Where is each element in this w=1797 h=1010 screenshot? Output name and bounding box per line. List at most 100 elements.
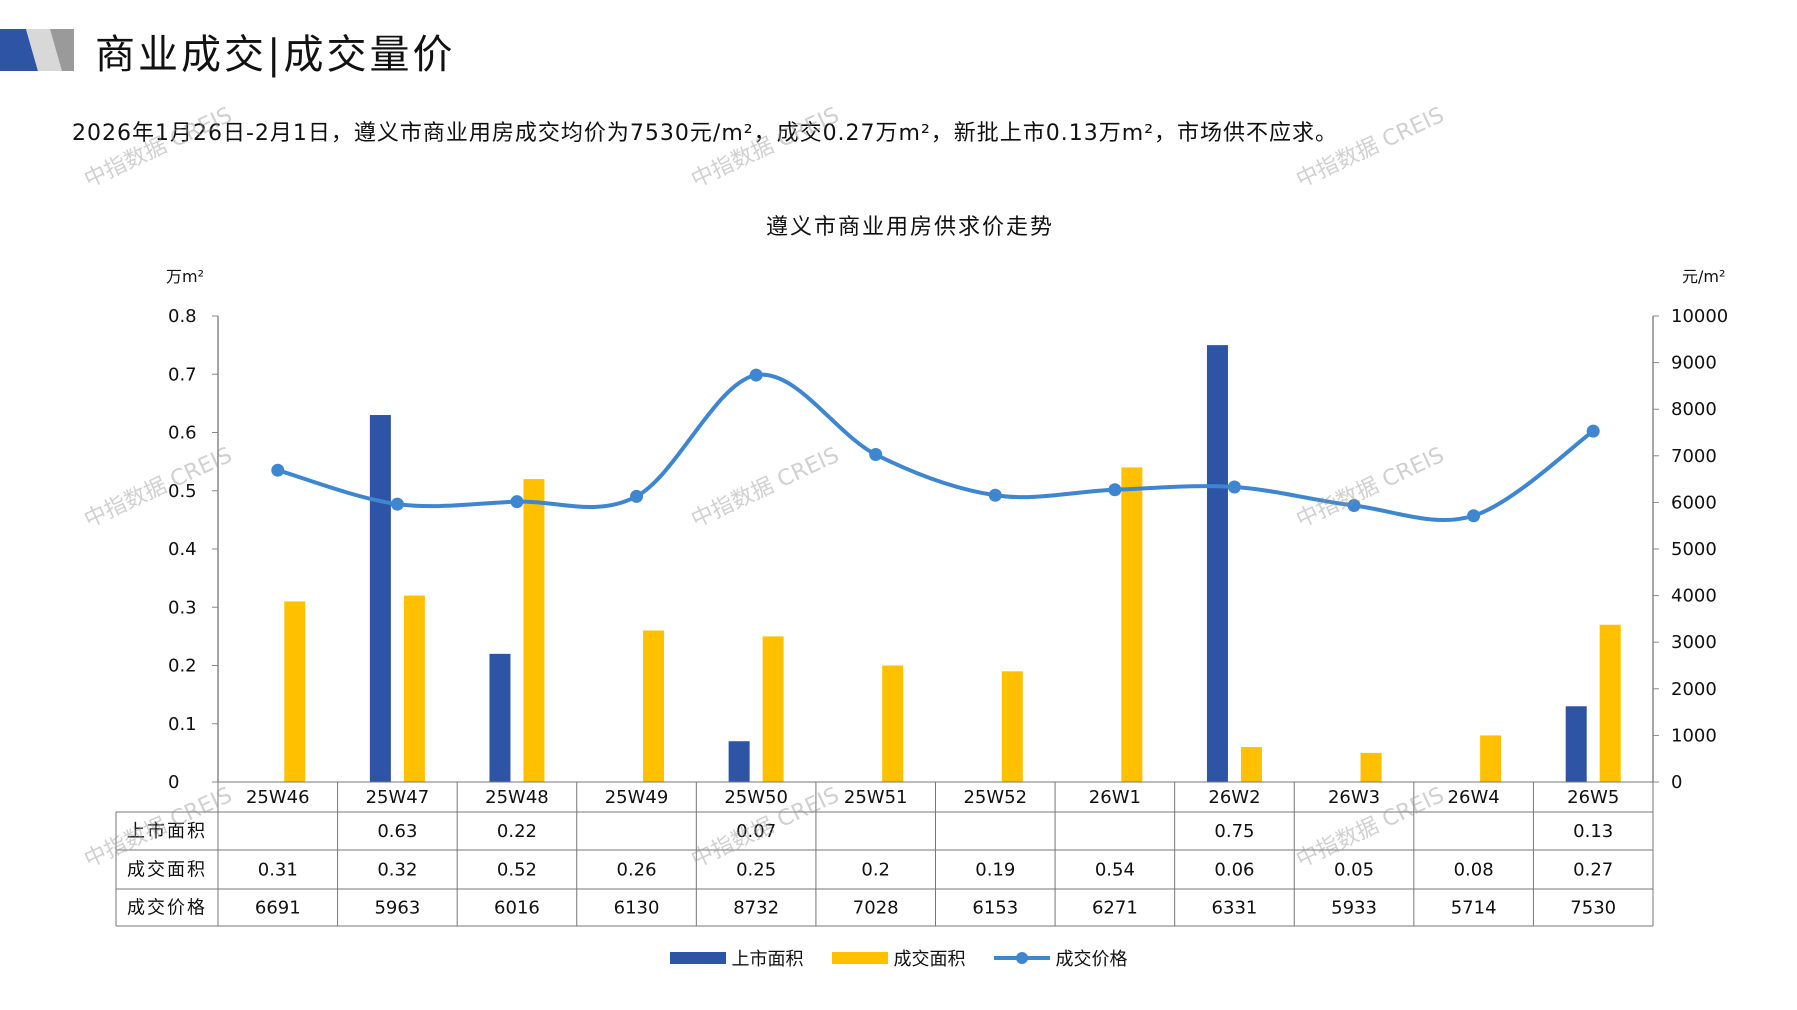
price-point bbox=[1347, 499, 1361, 513]
x-category-label: 25W52 bbox=[963, 787, 1027, 808]
bar-deal-area bbox=[1599, 624, 1621, 782]
left-tick-label: 0.8 bbox=[168, 306, 197, 327]
left-tick-label: 0 bbox=[168, 772, 179, 793]
table-cell: 6153 bbox=[972, 898, 1018, 919]
bar-supply bbox=[1206, 345, 1228, 782]
table-cell: 0.75 bbox=[1214, 821, 1254, 842]
table-cell: 0.05 bbox=[1334, 860, 1374, 881]
page-title: 商业成交|成交量价 bbox=[95, 32, 456, 78]
bar-deal-area bbox=[1480, 735, 1502, 782]
x-category-label: 25W51 bbox=[844, 787, 908, 808]
bar-deal-area bbox=[762, 636, 784, 782]
x-category-label: 25W47 bbox=[366, 787, 430, 808]
bar-supply bbox=[1565, 706, 1587, 782]
right-tick-label: 5000 bbox=[1671, 539, 1717, 560]
x-category-label: 25W46 bbox=[246, 787, 310, 808]
right-tick-label: 7000 bbox=[1671, 446, 1717, 467]
table-cell: 0.52 bbox=[497, 860, 537, 881]
table-cell: 7530 bbox=[1570, 898, 1616, 919]
left-tick-label: 0.7 bbox=[168, 364, 197, 385]
legend-label: 上市面积 bbox=[731, 949, 804, 970]
table-cell: 6016 bbox=[494, 898, 540, 919]
bar-deal-area bbox=[1001, 671, 1023, 782]
table-cell: 0.08 bbox=[1454, 860, 1494, 881]
right-tick-label: 9000 bbox=[1671, 353, 1717, 374]
table-cell: 6130 bbox=[614, 898, 660, 919]
price-point bbox=[271, 463, 285, 477]
bar-deal-area bbox=[284, 601, 306, 782]
left-tick-label: 0.4 bbox=[168, 539, 197, 560]
legend-item-price: 成交价格 bbox=[993, 945, 1128, 971]
legend-swatch-price bbox=[993, 952, 1050, 964]
right-tick-label: 4000 bbox=[1671, 586, 1717, 607]
table-cell: 0.26 bbox=[617, 860, 657, 881]
table-cell: 0.2 bbox=[861, 860, 890, 881]
table-cell: 0.54 bbox=[1095, 860, 1135, 881]
x-category-label: 26W3 bbox=[1328, 787, 1380, 808]
right-tick-label: 10000 bbox=[1671, 306, 1728, 327]
table-cell: 5714 bbox=[1451, 898, 1497, 919]
price-line bbox=[277, 372, 1595, 523]
table-row-header: 上市面积 bbox=[127, 821, 207, 842]
table-cell: 6691 bbox=[255, 898, 301, 919]
legend-swatch-supply bbox=[669, 952, 726, 964]
legend-label: 成交价格 bbox=[1055, 949, 1128, 970]
price-point bbox=[749, 368, 763, 382]
right-tick-label: 8000 bbox=[1671, 399, 1717, 420]
table-cell: 0.19 bbox=[975, 860, 1015, 881]
table-cell: 0.07 bbox=[736, 821, 776, 842]
legend-label: 成交面积 bbox=[893, 949, 966, 970]
table-cell: 0.13 bbox=[1573, 821, 1613, 842]
header-logo bbox=[0, 29, 74, 71]
price-point bbox=[869, 447, 883, 461]
table-cell: 0.32 bbox=[377, 860, 417, 881]
table-cell: 0.27 bbox=[1573, 860, 1613, 881]
table-row-header: 成交价格 bbox=[127, 898, 207, 919]
price-point bbox=[510, 495, 524, 509]
right-axis-unit: 元/m² bbox=[1682, 267, 1725, 286]
bar-deal-area bbox=[1121, 467, 1143, 782]
table-cell: 7028 bbox=[853, 898, 899, 919]
x-category-label: 26W1 bbox=[1089, 787, 1141, 808]
price-point bbox=[1227, 480, 1241, 494]
table-cell: 6331 bbox=[1212, 898, 1258, 919]
table-cell: 0.22 bbox=[497, 821, 537, 842]
bar-deal-area bbox=[882, 665, 904, 782]
price-point bbox=[390, 497, 404, 511]
bar-supply bbox=[728, 741, 750, 782]
x-category-label: 25W49 bbox=[605, 787, 669, 808]
legend-item-deal-area: 成交面积 bbox=[831, 945, 966, 971]
right-tick-label: 3000 bbox=[1671, 632, 1717, 653]
table-cell: 0.31 bbox=[258, 860, 298, 881]
chart-title: 遵义市商业用房供求价走势 bbox=[766, 215, 1054, 240]
price-point bbox=[1586, 424, 1600, 438]
table-cell: 0.63 bbox=[377, 821, 417, 842]
bar-supply bbox=[489, 653, 511, 782]
x-category-label: 25W50 bbox=[724, 787, 788, 808]
left-tick-label: 0.3 bbox=[168, 597, 197, 618]
left-tick-label: 0.6 bbox=[168, 423, 197, 444]
price-point bbox=[988, 488, 1002, 502]
left-tick-label: 0.5 bbox=[168, 481, 197, 502]
left-tick-label: 0.2 bbox=[168, 656, 197, 677]
x-category-label: 25W48 bbox=[485, 787, 549, 808]
bar-deal-area bbox=[523, 479, 545, 782]
chart-legend: 上市面积 成交面积 成交价格 bbox=[0, 945, 1797, 971]
right-tick-label: 1000 bbox=[1671, 725, 1717, 746]
table-row-header: 成交面积 bbox=[127, 860, 207, 881]
left-tick-label: 0.1 bbox=[168, 714, 197, 735]
x-category-label: 26W2 bbox=[1208, 787, 1260, 808]
x-category-label: 26W4 bbox=[1448, 787, 1500, 808]
x-category-label: 26W5 bbox=[1567, 787, 1619, 808]
bar-deal-area bbox=[1240, 747, 1262, 782]
summary-text: 2026年1月26日-2月1日，遵义市商业用房成交均价为7530元/m²，成交0… bbox=[72, 121, 1339, 146]
table-cell: 8732 bbox=[733, 898, 779, 919]
bar-deal-area bbox=[643, 630, 665, 782]
table-cell: 0.25 bbox=[736, 860, 776, 881]
table-cell: 5933 bbox=[1331, 898, 1377, 919]
price-point bbox=[1467, 509, 1481, 523]
legend-swatch-deal-area bbox=[831, 952, 888, 964]
right-tick-label: 6000 bbox=[1671, 492, 1717, 513]
table-cell: 5963 bbox=[374, 898, 420, 919]
